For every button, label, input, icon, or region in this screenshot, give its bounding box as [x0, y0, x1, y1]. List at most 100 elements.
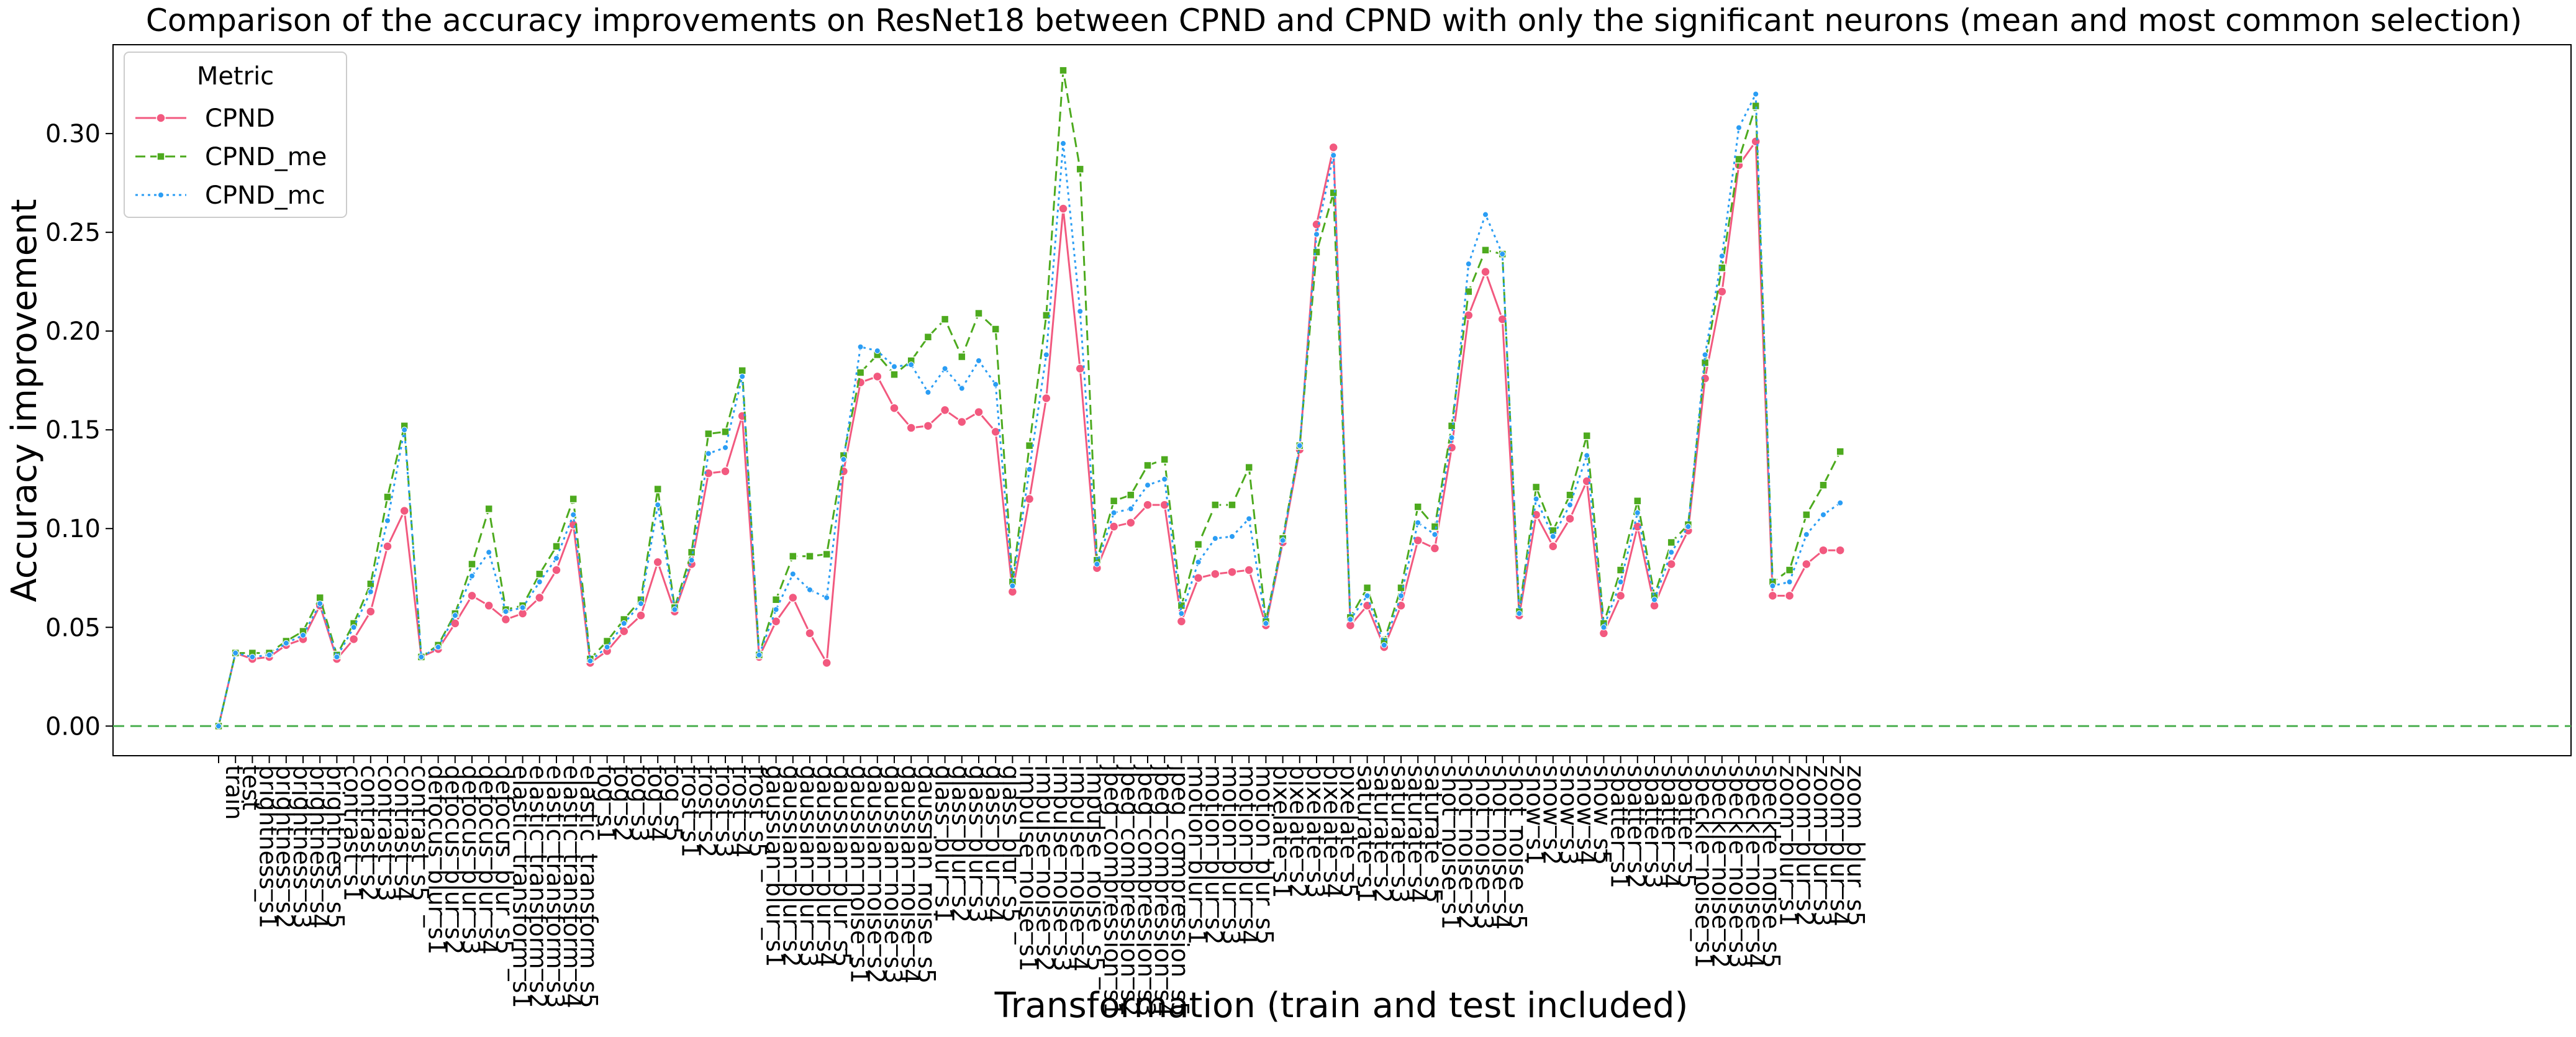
- legend-label: CPND_me: [205, 143, 327, 171]
- data-point: [535, 592, 545, 603]
- data-point: [1381, 641, 1387, 648]
- x-tick-label: motion_blur_s1: [1183, 765, 1210, 944]
- legend-marker: [158, 192, 164, 198]
- y-tick-label: 0.20: [45, 317, 101, 346]
- data-point: [1784, 591, 1795, 601]
- data-point: [788, 592, 798, 603]
- data-point: [1802, 559, 1812, 569]
- x-tick-label: gaussian_noise_s2: [863, 765, 890, 984]
- data-point: [620, 620, 627, 627]
- data-point: [890, 370, 899, 379]
- data-point: [333, 653, 340, 660]
- legend-label: CPND_mc: [205, 181, 325, 210]
- data-point: [1582, 432, 1591, 440]
- x-tick-label: jpeg_compression_s2: [1116, 764, 1143, 1017]
- data-point: [756, 651, 763, 658]
- data-point: [1058, 204, 1068, 214]
- x-tick-label: gaussian_noise_s4: [896, 765, 923, 984]
- data-point: [1835, 545, 1845, 555]
- data-point: [1497, 314, 1507, 324]
- data-point: [1717, 286, 1727, 297]
- data-point: [1110, 509, 1117, 516]
- x-tick-label: saturate_s2: [1369, 765, 1397, 903]
- x-tick-label: contrast_s5: [406, 765, 433, 902]
- x-tick-label: spatter_s5: [1673, 765, 1700, 889]
- data-point: [636, 610, 646, 620]
- x-tick-label: speckle_noise_s5: [1757, 765, 1785, 968]
- data-point: [1818, 545, 1828, 555]
- data-point: [1077, 308, 1084, 315]
- data-point: [1702, 351, 1708, 358]
- data-point: [468, 559, 476, 569]
- x-tick-label: saturate_s5: [1420, 765, 1447, 903]
- series-line: [217, 70, 1841, 727]
- data-point: [1769, 582, 1776, 589]
- x-tick-label: elastic_transform_s1: [507, 765, 535, 1008]
- data-point: [1296, 442, 1303, 449]
- x-tick-label: glass_blur_s5: [997, 765, 1025, 923]
- data-point: [1685, 523, 1692, 530]
- x-tick-label: brightness_s4: [305, 765, 332, 928]
- x-tick-label: fog_s2: [609, 765, 637, 842]
- data-point: [1263, 620, 1269, 627]
- data-point: [671, 606, 678, 613]
- data-point: [399, 505, 409, 516]
- data-point: [1413, 502, 1422, 511]
- x-axis-label: Transformation (train and test included): [994, 985, 1689, 1026]
- x-tick-label: shot_noise_s5: [1504, 765, 1531, 930]
- legend-title: Metric: [197, 62, 274, 91]
- data-point: [315, 593, 324, 602]
- data-point: [1143, 500, 1153, 510]
- data-point: [451, 612, 458, 619]
- x-tick-label: pixelate_s5: [1335, 765, 1363, 898]
- data-point: [823, 594, 830, 601]
- legend-marker: [156, 113, 166, 123]
- data-point: [1651, 596, 1658, 603]
- x-tick-label: saturate_s4: [1403, 765, 1430, 903]
- data-point: [367, 589, 374, 595]
- data-point: [1666, 559, 1676, 569]
- x-tick-label: frost_s3: [710, 765, 738, 858]
- x-tick-label: spatter_s4: [1656, 765, 1684, 889]
- data-point: [1059, 66, 1068, 75]
- data-point: [1803, 531, 1810, 538]
- x-tick-label: defocus_blur_s4: [474, 765, 501, 954]
- data-point: [1499, 251, 1506, 258]
- x-tick-label: fog_s3: [626, 765, 653, 842]
- data-point: [536, 579, 543, 586]
- x-tick-label: brightness_s5: [322, 765, 349, 928]
- data-point: [958, 352, 966, 361]
- legend-marker: [156, 152, 165, 161]
- x-tick-label: zoom_blur_s2: [1792, 765, 1819, 926]
- x-tick-label: shot_noise_s2: [1454, 765, 1481, 930]
- legend-entry: CPND_me: [135, 143, 327, 171]
- x-tick-label: gaussian_noise_s3: [879, 765, 907, 984]
- data-point: [739, 373, 746, 380]
- x-tick-label: jpeg_compression_s5: [1166, 764, 1194, 1017]
- data-point: [940, 315, 950, 324]
- data-point: [1837, 499, 1844, 506]
- data-point: [1161, 476, 1168, 482]
- data-point: [1075, 363, 1085, 374]
- x-tick-label: gaussian_blur_s3: [795, 765, 822, 967]
- data-point: [1246, 515, 1253, 522]
- data-point: [552, 542, 561, 551]
- x-tick-label: defocus_blur_s1: [423, 765, 450, 954]
- data-point: [619, 626, 629, 636]
- data-point: [553, 555, 560, 561]
- data-point: [1802, 510, 1811, 519]
- x-tick-label: elastic_transform_s5: [575, 765, 602, 1008]
- x-tick-label: snow_s5: [1589, 765, 1616, 865]
- data-point: [467, 591, 477, 601]
- data-point: [1448, 434, 1455, 441]
- x-tick-label: speckle_noise_s1: [1690, 765, 1717, 968]
- x-tick-label: snow_s4: [1572, 765, 1599, 865]
- data-point: [1481, 246, 1490, 255]
- x-tick-label: fog_s5: [660, 765, 687, 842]
- y-axis-label: Accuracy improvement: [4, 199, 45, 602]
- data-point: [1548, 541, 1558, 551]
- x-tick-label: snow_s2: [1538, 765, 1566, 865]
- data-point: [1549, 533, 1556, 540]
- data-point: [923, 421, 933, 431]
